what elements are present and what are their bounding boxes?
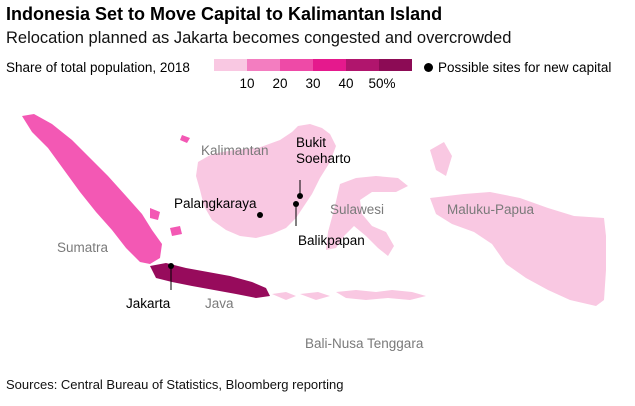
legend-sites: Possible sites for new capital [424, 60, 611, 75]
source-note: Sources: Central Bureau of Statistics, B… [6, 377, 344, 392]
legend-sites-label: Possible sites for new capital [438, 60, 612, 75]
chart-title: Indonesia Set to Move Capital to Kaliman… [6, 4, 443, 24]
region-java [150, 263, 270, 298]
legend-swatch-1 [247, 59, 280, 71]
legend-tick-labels: 10 20 30 40 50% [214, 76, 414, 92]
legend-tick-20: 20 [272, 76, 288, 91]
region-sulawesi [326, 176, 408, 256]
region-sumatra [22, 114, 162, 264]
site-bukit-soeharto [297, 193, 303, 199]
legend-swatch-0 [214, 59, 247, 71]
label-bali-nusa: Bali-Nusa Tenggara [305, 336, 424, 351]
site-palangkaraya [257, 212, 263, 218]
region-kalimantan [196, 124, 336, 238]
label-sumatra: Sumatra [57, 240, 109, 255]
region-maluku-papua [430, 142, 606, 306]
legend-swatch-3 [313, 59, 346, 71]
legend-swatch-2 [280, 59, 313, 71]
label-jakarta: Jakarta [126, 296, 171, 311]
legend-swatches [214, 59, 412, 71]
legend-tick-10: 10 [239, 76, 255, 91]
site-balikpapan [293, 201, 299, 207]
region-bali-nusa [272, 290, 426, 300]
region-sumatra-islands [150, 135, 190, 236]
legend-swatch-4 [346, 59, 379, 71]
legend-label: Share of total population, 2018 [6, 60, 190, 75]
label-palangkaraya: Palangkaraya [174, 196, 257, 211]
label-java: Java [205, 296, 234, 311]
legend-tick-30: 30 [305, 76, 321, 91]
label-sulawesi: Sulawesi [330, 202, 385, 217]
site-jakarta [168, 263, 174, 269]
legend-swatch-5 [379, 59, 412, 71]
legend-tick-50: 50% [368, 76, 396, 91]
label-bukit-soeharto: Bukit Soeharto [296, 135, 351, 166]
site-marker-icon [424, 63, 433, 72]
label-balikpapan: Balikpapan [298, 233, 365, 248]
label-kalimantan: Kalimantan [201, 143, 269, 158]
chart-subtitle: Relocation planned as Jakarta becomes co… [6, 29, 512, 47]
legend-tick-40: 40 [338, 76, 354, 91]
label-maluku-papua: Maluku-Papua [447, 202, 535, 217]
